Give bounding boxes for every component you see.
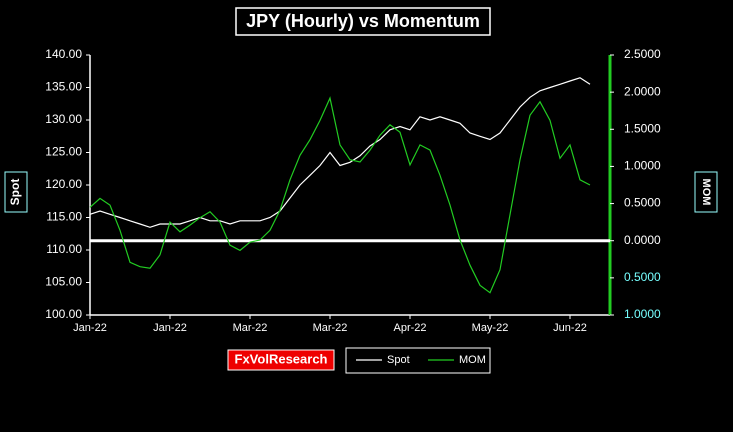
title-box xyxy=(235,7,491,36)
y2-tick-label: 0.5000 xyxy=(624,196,661,210)
y-label-box xyxy=(4,171,28,213)
y-tick-label: 125.00 xyxy=(45,145,82,159)
x-tick-label: Jan-22 xyxy=(73,322,107,334)
y-axis-label: Spot xyxy=(8,179,22,206)
y2-label-box xyxy=(694,171,718,213)
y-tick-label: 110.00 xyxy=(46,242,82,256)
y2-axis-label: MOM xyxy=(700,179,712,206)
x-tick-label: Apr-22 xyxy=(393,322,426,334)
annotation-box xyxy=(227,349,335,371)
y2-tick-label: 2.5000 xyxy=(624,47,661,61)
x-tick-label: Jun-22 xyxy=(553,322,587,334)
y2-tick-label: 2.0000 xyxy=(624,84,661,98)
y-tick-label: 105.00 xyxy=(45,275,82,289)
legend-label: Spot xyxy=(387,354,410,366)
series-line xyxy=(89,96,591,294)
y-tick-label: 120.00 xyxy=(45,177,82,191)
x-tick-label: Jan-22 xyxy=(153,322,187,334)
y2-tick-label: 1.5000 xyxy=(624,121,661,135)
series-line xyxy=(89,77,591,228)
y-tick-label: 130.00 xyxy=(45,112,82,126)
x-tick-label: Mar-22 xyxy=(313,322,348,334)
legend-label: MOM xyxy=(459,354,486,366)
y-tick-label: 115.00 xyxy=(46,210,82,224)
y2-tick-label: 0.5000 xyxy=(624,270,661,284)
y-tick-label: 140.00 xyxy=(45,47,82,61)
y2-tick-label: 0.0000 xyxy=(624,233,661,247)
chart-title: JPY (Hourly) vs Momentum xyxy=(246,11,480,31)
x-tick-label: Mar-22 xyxy=(233,322,268,334)
x-tick-label: May-22 xyxy=(472,322,509,334)
annotation: FxVolResearch xyxy=(235,351,328,366)
y2-tick-label: 1.0000 xyxy=(624,159,661,173)
y2-tick-label: 1.0000 xyxy=(624,307,661,321)
y-tick-label: 135.00 xyxy=(45,80,82,94)
y-tick-label: 100.00 xyxy=(45,307,82,321)
